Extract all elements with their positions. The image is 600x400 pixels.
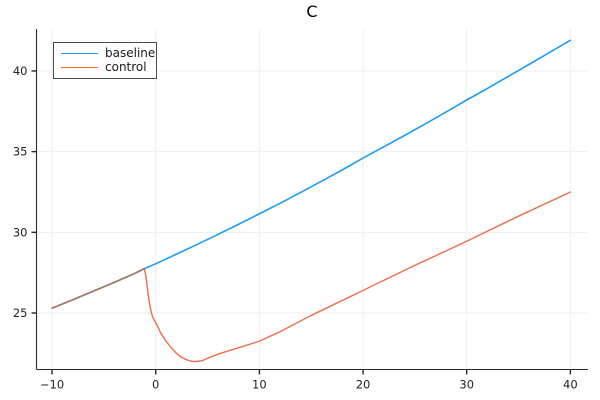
legend-line-control (61, 66, 98, 69)
overlap-segment (51, 267, 146, 309)
y-tick-label: 40 (13, 64, 28, 78)
gridlines (36, 29, 588, 370)
series-baseline (51, 39, 572, 309)
x-tick-label: 20 (356, 378, 371, 392)
x-tick-label: 0 (152, 378, 159, 392)
legend-label-control: control (105, 60, 147, 74)
x-tick-label: 10 (252, 378, 267, 392)
series-control (51, 191, 572, 363)
y-tick-label: 25 (13, 306, 28, 320)
chart-title: C (306, 2, 318, 21)
axes: −10 0 10 20 30 40 25 30 35 40 (13, 29, 588, 392)
legend-item-control: control (61, 61, 156, 74)
x-tick-label: 30 (459, 378, 474, 392)
y-tick-label: 35 (13, 145, 28, 159)
y-tick-label: 30 (13, 225, 28, 239)
legend-label-baseline: baseline (105, 46, 156, 60)
x-tick-label: 40 (563, 378, 578, 392)
legend-line-baseline (61, 52, 98, 55)
legend: baseline control (53, 42, 157, 79)
legend-item-baseline: baseline (61, 47, 156, 60)
x-tick-label: −10 (40, 378, 64, 392)
